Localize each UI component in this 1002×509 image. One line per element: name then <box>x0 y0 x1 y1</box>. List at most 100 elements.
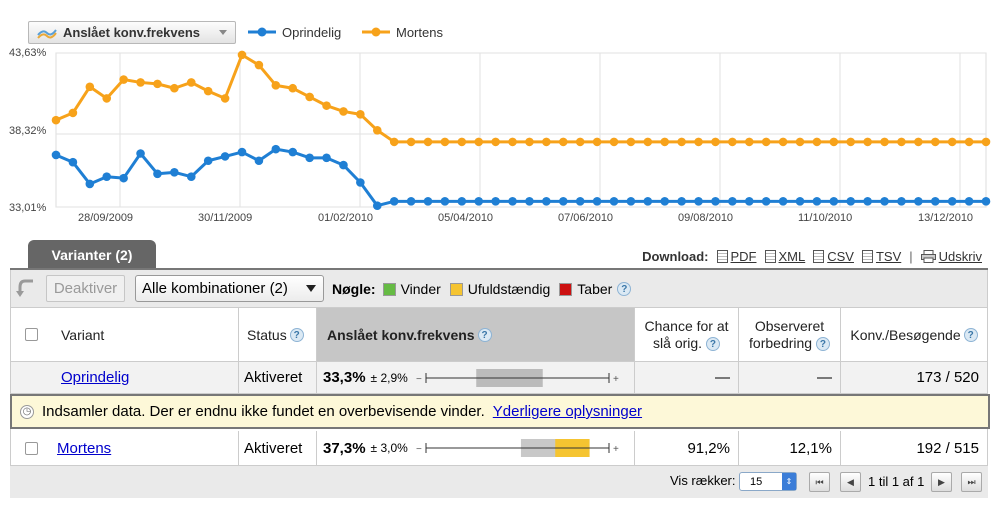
select-all-checkbox[interactable] <box>24 328 38 341</box>
incomplete-swatch <box>449 282 463 296</box>
data-point <box>964 137 974 147</box>
download-csv-link[interactable]: CSV <box>813 249 854 264</box>
status-cell: Aktiveret <box>238 431 317 465</box>
data-point <box>203 156 213 166</box>
data-point <box>491 197 500 206</box>
print-link[interactable]: Udskriv <box>920 249 982 264</box>
data-point <box>474 137 484 147</box>
header-chance[interactable]: Chance for at slå orig. ? <box>634 308 738 361</box>
data-point <box>102 172 112 181</box>
last-page-button[interactable]: ⏭ <box>961 472 982 492</box>
data-point <box>170 168 179 177</box>
table-row: Mortens Aktiveret 37,3% ± 3,0% − + 91,2% … <box>11 431 987 466</box>
data-point <box>981 137 991 147</box>
data-point <box>153 79 162 89</box>
metric-label: Anslået konv.frekvens <box>63 25 201 40</box>
data-point <box>136 78 145 87</box>
data-point <box>626 137 636 147</box>
data-point <box>322 153 331 163</box>
data-point <box>356 110 365 119</box>
more-info-link[interactable]: Yderligere oplysninger <box>492 403 643 420</box>
data-point <box>964 197 974 206</box>
data-point <box>136 149 145 158</box>
data-point <box>372 201 382 210</box>
legend-label: Oprindelig <box>282 24 342 40</box>
help-icon[interactable]: ? <box>617 282 632 296</box>
data-point <box>677 137 686 147</box>
data-point <box>237 50 247 60</box>
printer-icon <box>920 250 936 263</box>
next-page-button[interactable]: ▶ <box>931 472 952 492</box>
download-links: Download: PDF XML CSV TSV | Udskriv <box>642 249 982 264</box>
combinations-select[interactable]: Alle kombinationer (2) <box>135 275 324 302</box>
rate-cell: 33,3% ± 2,9% − + <box>316 362 634 393</box>
data-point <box>102 94 112 103</box>
download-xml-link[interactable]: XML <box>764 249 806 264</box>
tab-variants[interactable]: Varianter (2) <box>28 240 156 269</box>
data-point <box>812 197 822 206</box>
data-point <box>728 197 737 206</box>
x-tick-label: 07/06/2010 <box>558 212 614 224</box>
data-point <box>981 197 991 206</box>
header-rate[interactable]: Anslået konv.frekvens ? <box>316 308 634 361</box>
header-variant[interactable]: Variant <box>61 326 105 343</box>
link-text: Udskriv <box>938 249 982 264</box>
variant-cell: Oprindelig <box>61 362 241 393</box>
first-page-button[interactable]: ⏮ <box>809 472 830 492</box>
data-point <box>305 153 314 163</box>
help-icon[interactable]: ? <box>477 327 492 342</box>
data-point <box>897 197 906 206</box>
metric-select[interactable]: Anslået konv.frekvens <box>28 21 236 44</box>
rate-value: 37,3% <box>323 439 366 457</box>
undo-icon[interactable] <box>15 277 37 301</box>
data-point <box>626 197 636 206</box>
series-line-1 <box>55 53 986 144</box>
data-point <box>525 197 534 206</box>
data-point <box>85 82 95 92</box>
help-icon[interactable]: ? <box>815 336 830 351</box>
download-pdf-link[interactable]: PDF <box>716 249 757 264</box>
link-text: XML <box>778 249 806 264</box>
rows-per-page-select[interactable]: 15 ⇕ <box>739 472 797 491</box>
data-point <box>51 150 61 160</box>
conv-cell: 173 / 520 <box>840 362 987 393</box>
download-tsv-link[interactable]: TSV <box>861 249 901 264</box>
data-point <box>423 197 433 206</box>
data-point <box>778 137 788 147</box>
data-point <box>542 137 551 147</box>
deactivate-button[interactable]: Deaktiver <box>46 275 125 302</box>
y-tick-label: 38,32% <box>9 125 47 137</box>
prev-page-button[interactable]: ◀ <box>840 472 861 492</box>
key-item-label: Vinder <box>400 281 441 297</box>
select-cell <box>11 431 51 465</box>
data-point <box>153 169 162 179</box>
svg-text:+: + <box>613 374 619 385</box>
data-point <box>643 137 653 147</box>
data-point <box>575 137 585 147</box>
data-point <box>660 137 670 147</box>
data-point <box>694 137 703 147</box>
rate-interval: ± 2,9% <box>370 370 408 385</box>
data-point <box>744 197 754 206</box>
variant-link-mortens[interactable]: Mortens <box>57 439 112 457</box>
help-icon[interactable]: ? <box>963 327 978 342</box>
data-point <box>186 172 196 181</box>
data-point <box>508 197 517 206</box>
row-checkbox[interactable] <box>24 441 38 455</box>
key-item-label: Ufuldstændig <box>467 281 551 297</box>
svg-text:+: + <box>613 444 619 455</box>
help-icon[interactable]: ? <box>289 327 304 342</box>
data-point <box>508 137 517 147</box>
header-improvement[interactable]: Observeret forbedring ? <box>738 308 840 361</box>
page-info: 1 til 1 af 1 <box>868 474 925 489</box>
data-point <box>592 137 602 147</box>
help-icon[interactable]: ? <box>705 336 720 351</box>
data-point <box>406 197 416 206</box>
header-conv[interactable]: Konv./Besøgende ? <box>840 308 987 361</box>
data-point <box>271 144 281 154</box>
data-point <box>542 197 551 206</box>
legend-item-mortens: Mortens <box>362 24 443 40</box>
winner-swatch <box>382 282 396 296</box>
variant-link-oprindelig[interactable]: Oprindelig <box>61 369 130 386</box>
header-status[interactable]: Status ? <box>238 308 317 361</box>
